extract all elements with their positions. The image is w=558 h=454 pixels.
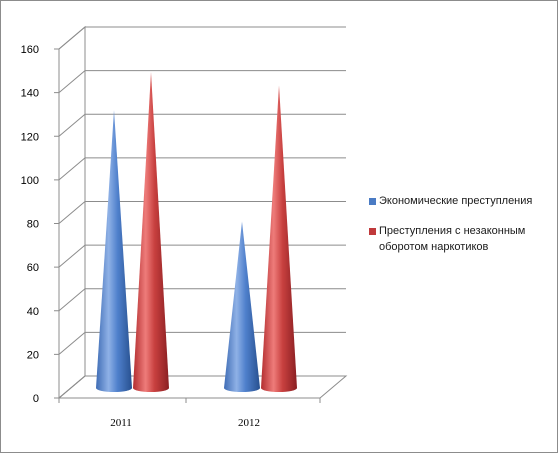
x-tick-label-2011: 2011	[110, 417, 132, 429]
x-tick-label-2012: 2012	[238, 417, 260, 429]
cone-2-2012	[261, 85, 297, 392]
y-tick-label-60: 60	[27, 262, 39, 274]
y-tick-label-140: 140	[21, 88, 39, 100]
gridline-80	[58, 201, 346, 224]
gridline-140	[58, 70, 346, 94]
cone-1-2012	[224, 221, 260, 392]
y-tick-label-20: 20	[27, 349, 39, 361]
legend-swatch-series-2	[369, 228, 376, 235]
floor	[57, 375, 348, 399]
gridline-120	[58, 113, 346, 137]
y-tick-label-120: 120	[21, 131, 39, 143]
legend-item-series-1: Экономические преступления	[369, 193, 558, 209]
cone-body-2-2012	[261, 85, 297, 392]
cone-body-1-2011	[96, 110, 132, 392]
y-tick-label-40: 40	[27, 306, 39, 318]
y-tick-label-80: 80	[27, 219, 39, 231]
legend-swatch-series-1	[369, 198, 376, 205]
legend-label-series-1: Экономические преступления	[379, 195, 533, 207]
gridline-20	[58, 331, 346, 355]
gridline-60	[58, 244, 346, 268]
chart-legend: Экономические преступления Преступления …	[369, 193, 558, 269]
gridline-40	[58, 288, 346, 312]
y-tick-label-100: 100	[21, 175, 39, 187]
gridline-100	[58, 157, 346, 181]
gridline-160	[58, 26, 346, 50]
y-tick-label-0: 0	[33, 393, 39, 405]
y-tick-label-160: 160	[21, 44, 39, 56]
cone-body-2-2011	[133, 72, 169, 392]
cone-body-1-2012	[224, 221, 260, 392]
legend-item-series-2: Преступления с незаконным оборотом нарко…	[369, 223, 558, 255]
legend-label-series-2: Преступления с незаконным оборотом нарко…	[379, 225, 526, 253]
cone-2-2011	[133, 72, 169, 392]
cone-1-2011	[96, 110, 132, 392]
